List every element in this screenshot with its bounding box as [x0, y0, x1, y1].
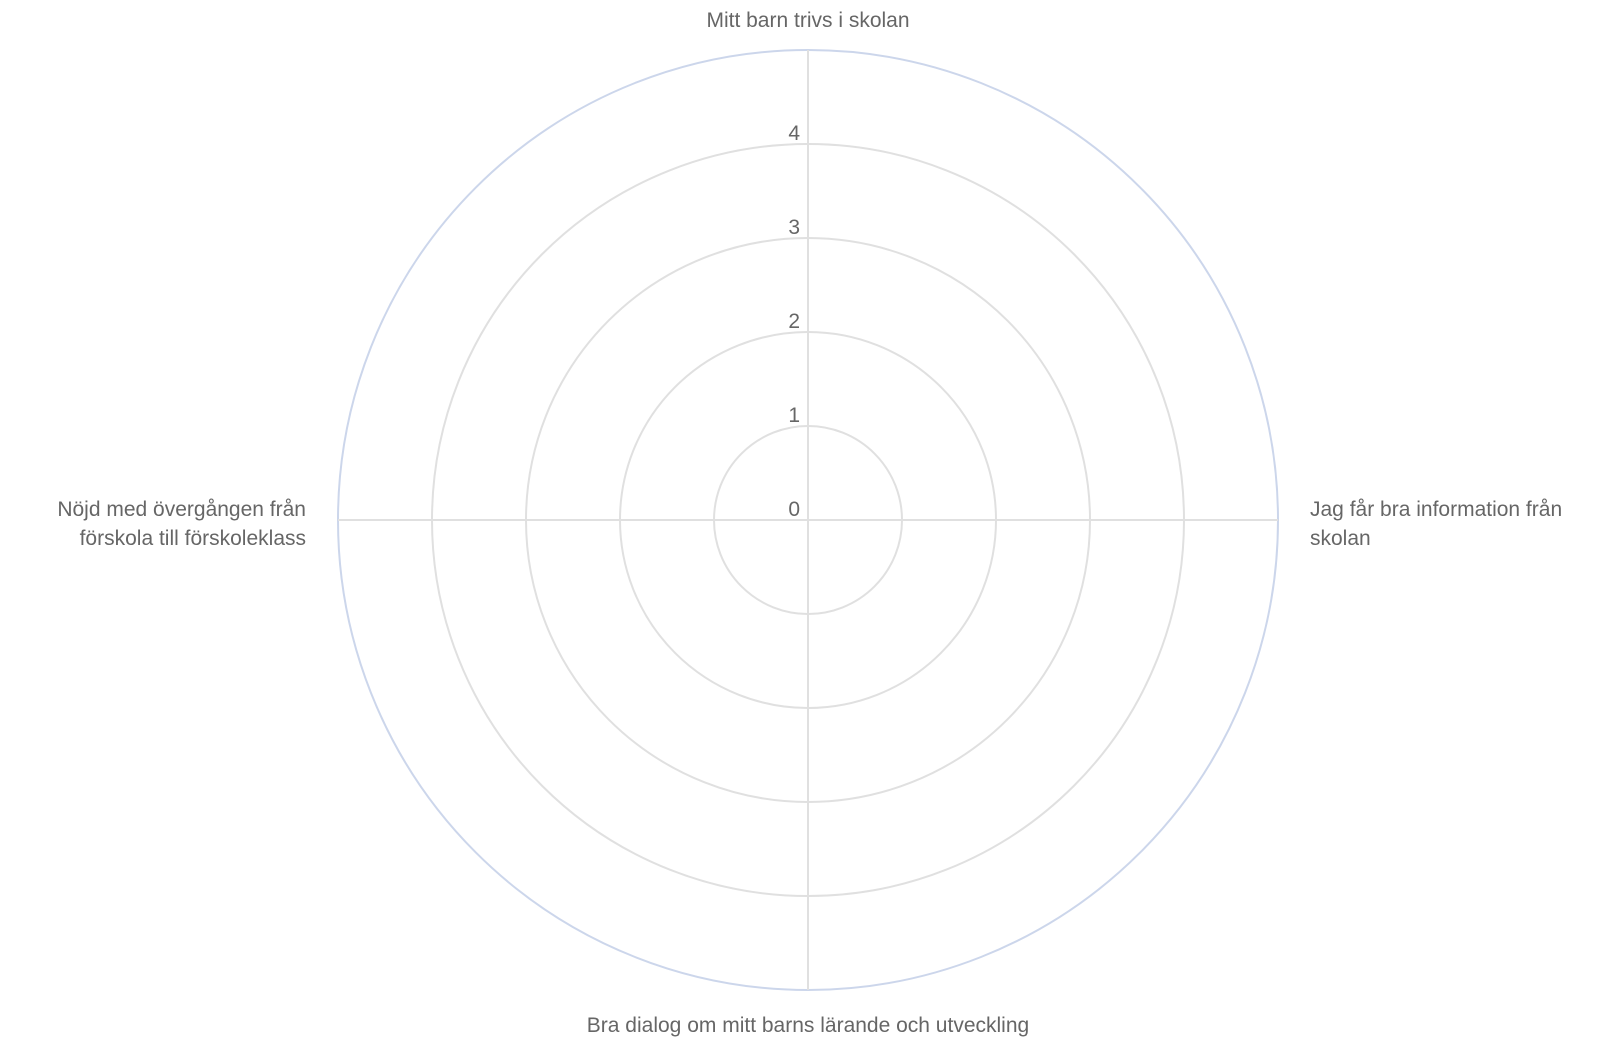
- axis-label-0: Mitt barn trivs i skolan: [706, 9, 909, 32]
- tick-label-0: 0: [788, 498, 800, 521]
- axis-label-2: Bra dialog om mitt barns lärande och utv…: [587, 1014, 1029, 1037]
- radar-spokes: [338, 50, 1278, 990]
- axis-label-2-line-0: Bra dialog om mitt barns lärande och utv…: [587, 1014, 1029, 1037]
- category-axis-labels: Mitt barn trivs i skolan Jag får bra info…: [57, 9, 1562, 1037]
- axis-label-3-line-0: Nöjd med övergången från: [57, 498, 306, 521]
- axis-label-0-line-0: Mitt barn trivs i skolan: [706, 9, 909, 32]
- tick-label-4: 4: [788, 122, 800, 145]
- axis-label-1: Jag får bra information från skolan: [1310, 498, 1562, 550]
- axis-label-3-line-1: förskola till förskoleklass: [80, 527, 306, 550]
- axis-label-3: Nöjd med övergången från förskola till fö…: [57, 498, 306, 550]
- radial-tick-labels: 0 1 2 3 4: [788, 122, 800, 521]
- tick-label-3: 3: [788, 216, 800, 239]
- tick-label-1: 1: [788, 404, 800, 427]
- axis-label-1-line-1: skolan: [1310, 527, 1371, 550]
- axis-label-1-line-0: Jag får bra information från: [1310, 498, 1562, 521]
- tick-label-2: 2: [788, 310, 800, 333]
